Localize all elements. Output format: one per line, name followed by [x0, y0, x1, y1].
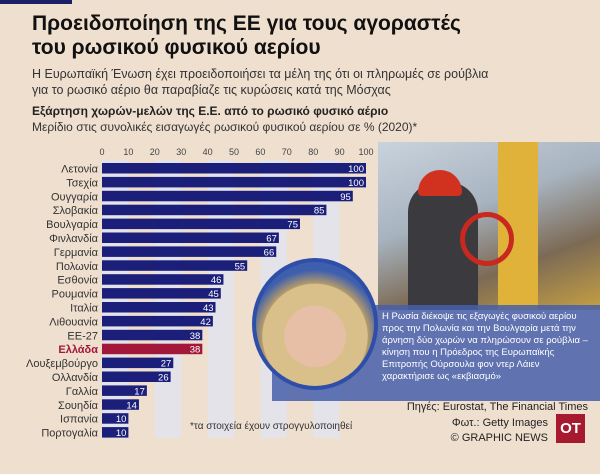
x-tick-label: 50: [229, 147, 239, 157]
bar: [102, 246, 277, 257]
subtitle: Η Ευρωπαϊκή Ένωση έχει προειδοποιήσει τα…: [32, 66, 572, 98]
copyright: © GRAPHIC NEWS: [450, 432, 548, 444]
helmet: [418, 170, 462, 196]
data-label: 27: [161, 359, 172, 370]
data-label: 38: [190, 331, 201, 342]
data-label: 55: [235, 261, 246, 272]
bar: [102, 371, 171, 382]
data-label: 75: [287, 220, 298, 231]
data-label: 45: [208, 289, 219, 300]
bar: [102, 163, 366, 174]
bar: [102, 274, 224, 285]
data-label: 14: [126, 400, 137, 411]
category-label: Γαλλία: [66, 386, 99, 398]
x-tick-label: 60: [255, 147, 265, 157]
x-tick-label: 30: [176, 147, 186, 157]
data-label: 38: [190, 345, 201, 356]
bar: [102, 218, 300, 230]
bar: [102, 413, 129, 424]
category-label: Σλοβακία: [53, 205, 99, 217]
bar: [102, 302, 216, 313]
x-tick-label: 90: [335, 147, 345, 157]
caption-text: Η Ρωσία διέκοψε τις εξαγωγές φυσικού αερ…: [382, 311, 588, 382]
grid-band: [102, 160, 129, 438]
subtitle-line-2: για το ρωσικό αέριο θα παραβίαζε τις κυρ…: [32, 83, 391, 97]
top-accent-bar: [0, 0, 72, 4]
category-label: Λουξεμβούργο: [26, 358, 98, 370]
sources: Πηγές: Eurostat, The Financial Times: [406, 401, 588, 413]
data-label: 46: [211, 275, 222, 286]
credits: Φωτ.: Getty Images © GRAPHIC NEWS: [451, 416, 548, 446]
category-label: Ελλάδα: [58, 344, 98, 356]
category-label: Φινλανδία: [49, 233, 98, 245]
category-label: Πολωνία: [56, 261, 99, 273]
category-label: Σουηδία: [58, 400, 99, 412]
x-tick-label: 100: [358, 147, 373, 157]
data-label: 85: [314, 206, 325, 217]
category-label: Ιταλία: [70, 303, 99, 315]
title-line-2: του ρωσικού φυσικού αερίου: [32, 36, 321, 59]
worker-photo: [378, 142, 600, 310]
bar: [102, 190, 353, 202]
data-label: 10: [116, 428, 127, 439]
x-tick-label: 70: [282, 147, 292, 157]
category-label: Εσθονία: [57, 275, 98, 287]
category-label: Ουγγαρία: [51, 191, 99, 203]
x-tick-label: 0: [99, 147, 104, 157]
chart-title: Εξάρτηση χωρών-μελών της Ε.Ε. από το ρωσ…: [32, 104, 389, 118]
bar: [102, 232, 279, 243]
data-label: 10: [116, 414, 127, 425]
valve-wheel: [460, 212, 514, 266]
title-line-1: Προειδοποίηση της ΕΕ για τους αγοραστές: [32, 12, 461, 35]
x-tick-label: 20: [150, 147, 160, 157]
chart-subtitle: Μερίδιο στις συνολικές εισαγωγές ρωσικού…: [32, 120, 418, 134]
grid-band: [154, 160, 182, 438]
bar: [102, 260, 248, 271]
bar: [102, 288, 221, 299]
data-label: 100: [348, 178, 364, 189]
bar: [102, 176, 366, 188]
bar: [102, 427, 129, 438]
data-label: 42: [200, 317, 211, 328]
data-label: 95: [340, 192, 351, 203]
bar: [102, 315, 213, 327]
data-label: 100: [348, 164, 364, 175]
category-label: Ισπανία: [60, 414, 99, 426]
x-tick-label: 10: [123, 147, 133, 157]
category-label: Πορτογαλία: [41, 428, 98, 440]
category-label: Γερμανία: [54, 247, 99, 259]
category-label: Λετονία: [61, 164, 99, 176]
bar: [102, 204, 327, 216]
x-tick-label: 80: [308, 147, 318, 157]
data-label: 17: [134, 386, 145, 397]
data-label: 26: [158, 373, 169, 384]
bar: [102, 343, 203, 355]
data-label: 43: [203, 303, 214, 314]
category-label: ΕΕ-27: [67, 330, 98, 342]
bar: [102, 329, 203, 341]
category-label: Ολλανδία: [52, 372, 99, 384]
subtitle-line-1: Η Ευρωπαϊκή Ένωση έχει προειδοποιήσει τα…: [32, 67, 489, 81]
category-label: Βουλγαρία: [46, 219, 99, 231]
category-label: Ρουμανία: [52, 289, 99, 301]
bar: [102, 357, 174, 369]
ot-logo: OT: [556, 414, 585, 443]
footnote: *τα στοιχεία έχουν στρογγυλοποιηθεί: [190, 421, 353, 432]
bar: [102, 385, 147, 396]
data-label: 67: [266, 234, 277, 245]
bar: [102, 399, 139, 410]
page-title: Προειδοποίηση της ΕΕ για τους αγοραστές τ…: [32, 12, 552, 60]
photo-credit: Φωτ.: Getty Images: [451, 417, 548, 429]
data-label: 66: [264, 247, 275, 258]
x-tick-label: 40: [203, 147, 213, 157]
category-label: Λιθουανία: [49, 316, 98, 328]
category-label: Τσεχία: [66, 177, 98, 189]
portrait-photo: [252, 258, 378, 390]
